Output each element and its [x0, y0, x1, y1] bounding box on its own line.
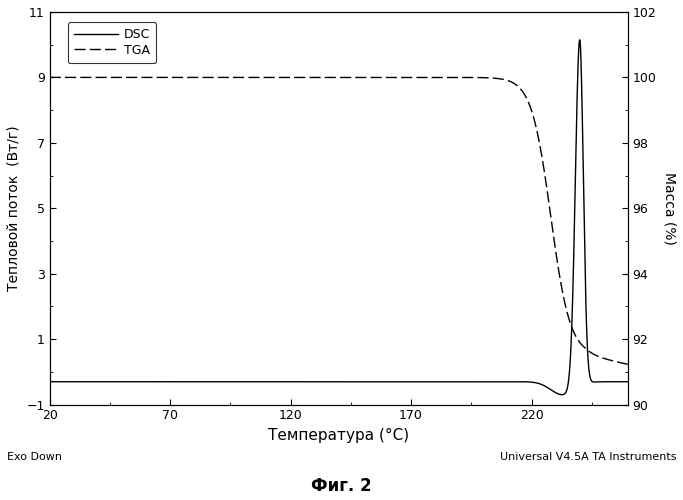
TGA — [46, 74, 54, 80]
TGA — [521, 92, 529, 98]
TGA — [477, 74, 485, 80]
Line: DSC: DSC — [50, 40, 628, 395]
TGA — [266, 74, 275, 80]
TGA — [392, 74, 400, 80]
TGA — [421, 74, 430, 80]
Y-axis label: Масса (%): Масса (%) — [662, 172, 676, 244]
DSC — [392, 378, 400, 384]
DSC — [624, 378, 632, 384]
Text: Фиг. 2: Фиг. 2 — [311, 477, 372, 495]
DSC — [421, 378, 430, 384]
Y-axis label: Тепловой поток  (Вт/г): Тепловой поток (Вт/г) — [7, 126, 21, 291]
DSC — [477, 378, 485, 384]
Text: Exo Down: Exo Down — [7, 452, 62, 462]
DSC — [46, 378, 54, 384]
DSC — [151, 378, 159, 384]
Line: TGA: TGA — [50, 78, 628, 364]
DSC — [558, 392, 566, 398]
DSC — [266, 378, 275, 384]
Text: Universal V4.5A TA Instruments: Universal V4.5A TA Instruments — [500, 452, 676, 462]
DSC — [521, 379, 529, 385]
TGA — [151, 74, 159, 80]
X-axis label: Температура (°C): Температура (°C) — [268, 428, 409, 443]
TGA — [624, 362, 632, 368]
DSC — [576, 37, 584, 43]
Legend: DSC, TGA: DSC, TGA — [68, 22, 156, 63]
